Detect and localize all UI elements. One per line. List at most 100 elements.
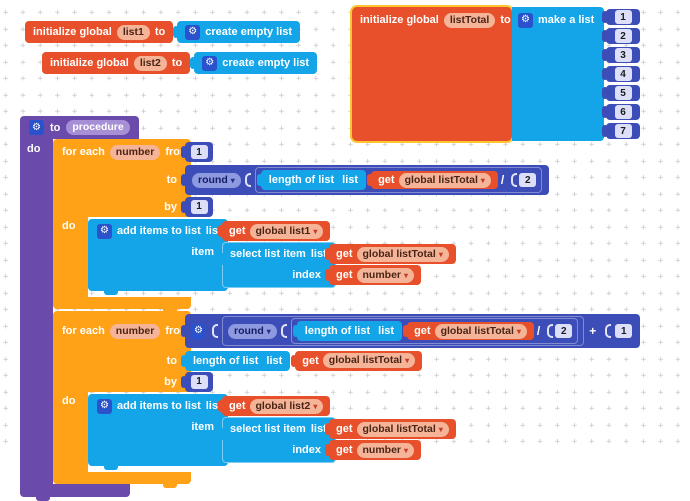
block-make-a-list[interactable]: ⚙ make a list: [512, 7, 604, 141]
get-variable-dropdown[interactable]: global list2 ▾: [249, 398, 324, 414]
mutator-gear-icon[interactable]: ⚙: [29, 120, 44, 135]
procedure-name-field[interactable]: procedure: [66, 120, 130, 135]
to-label: to: [171, 57, 183, 69]
block-create-empty-list[interactable]: ⚙ create empty list: [194, 52, 318, 74]
dropdown-arrow-icon: ▾: [405, 356, 410, 365]
number-field[interactable]: 6: [614, 105, 632, 119]
loop-variable-field[interactable]: number: [109, 323, 161, 339]
block-get-global-listtotal[interactable]: get global listTotal ▾: [329, 419, 456, 439]
variable-name-field[interactable]: list1: [116, 24, 150, 40]
dropdown-arrow-icon: ▾: [516, 326, 521, 336]
get-variable-dropdown[interactable]: global listTotal ▾: [356, 246, 449, 262]
number-block[interactable]: 6: [606, 104, 640, 120]
socket: [547, 324, 554, 338]
procedure-header[interactable]: ⚙ to procedure: [20, 116, 139, 139]
block-length-of-list[interactable]: length of list list: [296, 321, 403, 341]
list-param-label: list: [310, 248, 327, 260]
socket: [280, 324, 287, 338]
block-division[interactable]: length of list list get global listTotal…: [290, 318, 579, 344]
block-create-empty-list[interactable]: ⚙ create empty list: [177, 21, 301, 43]
by-label: by: [164, 200, 177, 213]
number-block[interactable]: 1: [185, 142, 213, 162]
block-procedure[interactable]: ⚙ to procedure do for each number from 1: [20, 116, 641, 501]
number-field[interactable]: 2: [614, 29, 632, 43]
number-block[interactable]: 1: [185, 371, 213, 392]
get-variable-dropdown[interactable]: number ▾: [356, 267, 415, 283]
block-select-list-item[interactable]: select list item list get global listTot…: [219, 417, 456, 463]
number-field[interactable]: 2: [555, 324, 573, 338]
block-length-of-list[interactable]: length of list list: [185, 350, 291, 371]
get-variable-dropdown[interactable]: global listTotal ▾: [322, 353, 416, 368]
block-for-each-1[interactable]: for each number from 1 to round ▾: [53, 139, 550, 313]
number-block[interactable]: 4: [606, 66, 640, 82]
variable-name-field[interactable]: listTotal: [443, 12, 496, 28]
plus-operator: +: [589, 324, 597, 338]
item-label: item: [191, 421, 214, 433]
block-get-number[interactable]: get number ▾: [329, 440, 422, 460]
block-division[interactable]: length of list list get global listTotal…: [254, 167, 543, 193]
mutator-gear-icon[interactable]: ⚙: [97, 398, 112, 414]
dropdown-arrow-icon: ▾: [480, 175, 485, 185]
block-round[interactable]: round ▾ length of list list get global li…: [185, 165, 550, 195]
block-init-global-list1[interactable]: initialize global list1 to ⚙ create empt…: [25, 21, 301, 43]
number-field[interactable]: 3: [614, 48, 632, 62]
list-param-label: list: [266, 354, 283, 367]
block-round[interactable]: round ▾ length of list list get: [222, 316, 585, 346]
mutator-gear-icon[interactable]: ⚙: [185, 24, 201, 40]
number-block[interactable]: 1: [606, 9, 640, 25]
block-get-global-list2[interactable]: get global list2 ▾: [222, 396, 331, 416]
to-label: to: [500, 14, 511, 26]
block-add-items-to-list-1[interactable]: ⚙ add items to list list get global list…: [88, 219, 456, 295]
socket: [244, 173, 251, 187]
number-field[interactable]: 5: [614, 86, 632, 100]
number-field[interactable]: 1: [615, 324, 633, 338]
get-variable-dropdown[interactable]: global list1 ▾: [249, 223, 324, 239]
divide-operator: /: [536, 324, 541, 338]
dropdown-arrow-icon: ▾: [438, 424, 443, 434]
number-block[interactable]: 1: [185, 196, 213, 217]
mutator-gear-icon[interactable]: ⚙: [202, 55, 218, 71]
by-label: by: [164, 375, 177, 388]
block-length-of-list[interactable]: length of list list: [260, 170, 367, 190]
get-variable-dropdown[interactable]: global listTotal ▾: [434, 323, 527, 339]
dropdown-arrow-icon: ▾: [313, 226, 318, 236]
block-add-items-to-list-2[interactable]: ⚙ add items to list list get global list…: [88, 394, 456, 470]
get-variable-dropdown[interactable]: number ▾: [356, 442, 415, 458]
do-label: do: [62, 395, 76, 407]
init-keyword: initialize global: [360, 14, 439, 26]
block-init-global-listtotal[interactable]: initialize global listTotal to ⚙ make a …: [352, 7, 640, 141]
block-get-number[interactable]: get number ▾: [329, 265, 422, 285]
mutator-gear-icon[interactable]: ⚙: [191, 323, 206, 339]
list-param-label: list: [310, 423, 327, 435]
mutator-gear-icon[interactable]: ⚙: [518, 12, 533, 28]
init-global-list2-declaration[interactable]: initialize global list2 to: [42, 52, 191, 74]
loop-variable-field[interactable]: number: [109, 144, 161, 160]
number-block[interactable]: 7: [606, 123, 640, 139]
block-init-global-list2[interactable]: initialize global list2 to ⚙ create empt…: [42, 52, 318, 74]
get-variable-dropdown[interactable]: global listTotal ▾: [398, 172, 491, 188]
number-block[interactable]: 3: [606, 47, 640, 63]
init-global-listtotal-declaration[interactable]: initialize global listTotal to: [352, 7, 512, 141]
for-each-do-spine: do: [53, 392, 88, 472]
block-get-global-listtotal[interactable]: get global listTotal ▾: [295, 350, 423, 371]
block-get-global-list1[interactable]: get global list1 ▾: [222, 221, 331, 241]
block-get-global-listtotal[interactable]: get global listTotal ▾: [407, 322, 534, 340]
round-dropdown[interactable]: round ▾: [228, 323, 277, 339]
number-block[interactable]: 2: [606, 28, 640, 44]
number-block[interactable]: 5: [606, 85, 640, 101]
block-get-global-listtotal[interactable]: get global listTotal ▾: [371, 171, 498, 189]
list-param-label: list: [378, 325, 395, 337]
number-field[interactable]: 2: [519, 173, 537, 187]
block-get-global-listtotal[interactable]: get global listTotal ▾: [329, 244, 456, 264]
mutator-gear-icon[interactable]: ⚙: [97, 223, 112, 239]
block-for-each-2[interactable]: for each number from ⚙ round ▾: [53, 311, 641, 488]
block-addition[interactable]: ⚙ round ▾ length of list list: [185, 314, 641, 348]
get-variable-dropdown[interactable]: global listTotal ▾: [356, 421, 449, 437]
number-field[interactable]: 4: [614, 67, 632, 81]
number-field[interactable]: 1: [614, 10, 632, 24]
number-field[interactable]: 7: [614, 124, 632, 138]
init-global-list1-declaration[interactable]: initialize global list1 to: [25, 21, 174, 43]
variable-name-field[interactable]: list2: [133, 55, 167, 71]
block-select-list-item[interactable]: select list item list get global listTot…: [219, 242, 456, 288]
round-dropdown[interactable]: round ▾: [192, 172, 241, 188]
